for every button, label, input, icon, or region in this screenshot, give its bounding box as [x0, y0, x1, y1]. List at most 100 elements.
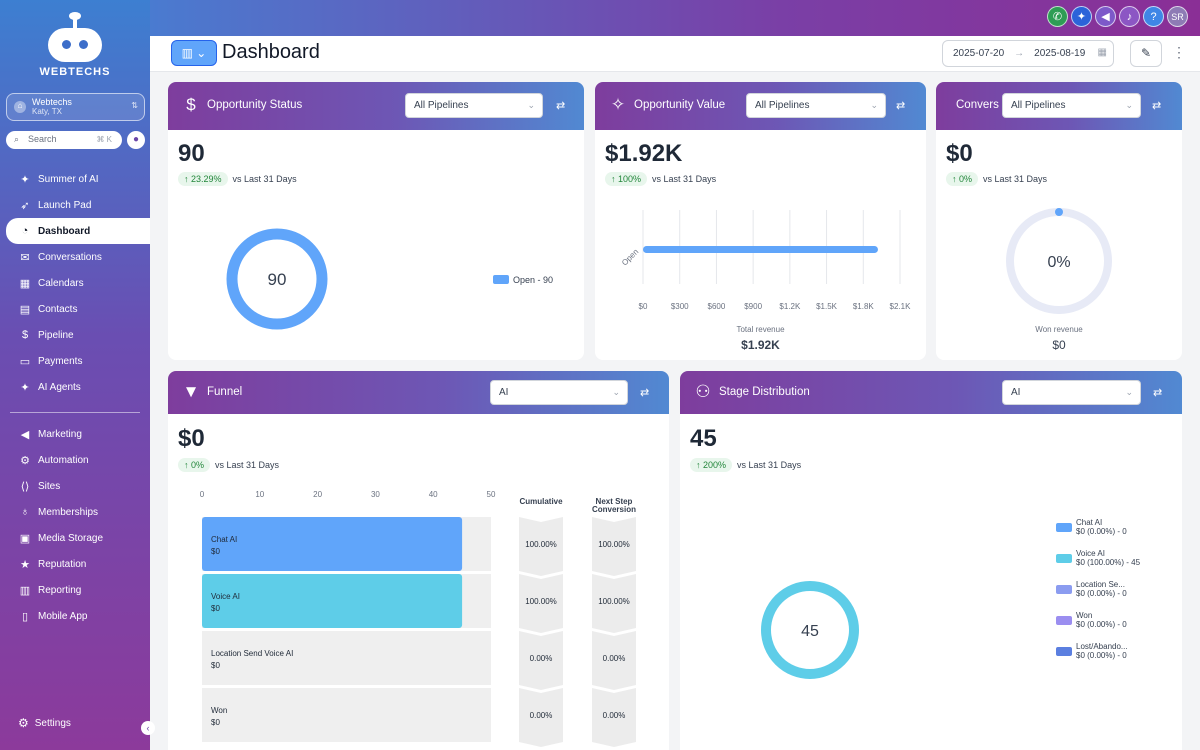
sparkle-icon: ✦	[20, 173, 30, 186]
filter-sliders-icon[interactable]: ⇄	[640, 387, 650, 399]
legend-item: Location Se... $0 (0.00%) - 0	[1056, 580, 1140, 611]
sidebar-item-label: Media Storage	[38, 532, 104, 544]
layout-switch-button[interactable]: ▥ ⌄	[171, 40, 217, 66]
sidebar-item-pipeline[interactable]: $ Pipeline	[6, 322, 150, 348]
search-input[interactable]: ⌕ Search ⌘ K	[6, 131, 122, 149]
chevron-down-icon: ⌄	[1125, 387, 1133, 397]
funnel-select[interactable]: AI ⌄	[490, 380, 628, 405]
footer-label: Total revenue	[736, 325, 785, 334]
funnel-cumulative-value: 0.00%	[530, 654, 553, 663]
user-icon[interactable]: ●	[127, 131, 145, 149]
footer-value: $0	[1052, 338, 1066, 352]
page-header: ▥ ⌄ Dashboard 2025-07-20 → 2025-08-19 ▦ …	[150, 36, 1200, 72]
metric-trend: ↑ 100% vs Last 31 Days	[605, 172, 716, 186]
filter-sliders-icon[interactable]: ⇄	[556, 100, 566, 112]
trend-badge: ↑ 200%	[690, 458, 733, 472]
sidebar-item-payments[interactable]: ▭ Payments	[6, 348, 150, 374]
sidebar-item-reporting[interactable]: ▥ Reporting	[6, 577, 150, 603]
funnel-row-name: Won	[211, 706, 227, 715]
pencil-icon: ✎	[1140, 46, 1152, 60]
arrow-right-icon: →	[1014, 48, 1025, 59]
funnel-bar[interactable]	[202, 517, 463, 571]
legend-value: $0 (0.00%) - 0	[1076, 651, 1127, 660]
sidebar-item-ai-agents[interactable]: ✦ AI Agents	[6, 374, 150, 400]
x-tick-label: $1.8K	[853, 302, 875, 311]
sidebar-item-reputation[interactable]: ★ Reputation	[6, 551, 150, 577]
account-location: Katy, TX	[32, 107, 62, 116]
legend-swatch	[1056, 585, 1072, 594]
funnel-cumulative-value: 100.00%	[525, 540, 557, 549]
sidebar-item-label: Contacts	[38, 303, 78, 315]
stage-distribution-chart: 45	[761, 581, 859, 679]
sparkle-icon[interactable]: ✦	[1071, 6, 1092, 27]
x-tick-label: 30	[371, 490, 380, 499]
sidebar-item-label: Pipeline	[38, 329, 74, 341]
pipeline-select-value: All Pipelines	[755, 100, 810, 111]
legend-swatch	[1056, 647, 1072, 656]
logo[interactable]: WEBTECHS	[36, 12, 114, 84]
sidebar-item-label: Reporting	[38, 584, 82, 596]
trend-badge: ↑ 100%	[605, 172, 648, 186]
opportunity-value-chart: $0 $300 $600 $900 $1.2K $1.5K $1.8K $2.1K Open	[620, 210, 911, 311]
stage-select[interactable]: AI ⌄	[1002, 380, 1141, 405]
card-title: Convers	[956, 99, 999, 111]
sidebar-item-summer-of-ai[interactable]: ✦ Summer of AI	[6, 166, 150, 192]
filter-sliders-icon[interactable]: ⇄	[896, 100, 906, 112]
sidebar-item-automation[interactable]: ⚙ Automation	[6, 447, 150, 473]
chat-icon: ✉	[20, 251, 30, 264]
megaphone-icon[interactable]: ◀	[1095, 6, 1116, 27]
pipeline-select[interactable]: All Pipelines ⌄	[1002, 93, 1141, 118]
sidebar-item-settings[interactable]: ⚙ Settings	[18, 716, 71, 730]
calendar-icon: ▦	[1097, 47, 1107, 58]
trend-pct: 0%	[191, 460, 205, 470]
sidebar-item-dashboard[interactable]: ◔ Dashboard	[6, 218, 150, 244]
swap-icon: ⇅	[131, 101, 138, 110]
trend-text: vs Last 31 Days	[215, 460, 280, 470]
legend-name: Chat AI	[1076, 518, 1103, 527]
x-tick-label: 40	[429, 490, 438, 499]
filter-sliders-icon[interactable]: ⇄	[1153, 387, 1163, 399]
donut-center-value: 0%	[1047, 254, 1070, 271]
phone-icon[interactable]: ✆	[1047, 6, 1068, 27]
robot-logo-icon	[48, 12, 102, 62]
collapse-sidebar-button[interactable]: ‹	[141, 721, 155, 735]
more-options-icon[interactable]: ⋮	[1172, 44, 1186, 60]
pipeline-select[interactable]: All Pipelines ⌄	[746, 93, 886, 118]
sidebar-item-contacts[interactable]: ▤ Contacts	[6, 296, 150, 322]
search-shortcut: ⌘ K	[96, 135, 112, 144]
sidebar-item-calendars[interactable]: ▦ Calendars	[6, 270, 150, 296]
opportunity-status-chart: 90 Open - 90	[226, 228, 553, 330]
funnel-card: ▼ Funnel AI ⌄ ⇄ $0 ↑ 0% vs Last 31 Days …	[168, 371, 669, 750]
trend-text: vs Last 31 Days	[652, 174, 717, 184]
funnel-next-step-value: 0.00%	[603, 711, 626, 720]
bar-open[interactable]	[643, 246, 878, 253]
gauge-icon: ◔	[21, 225, 29, 237]
legend-swatch	[1056, 523, 1072, 532]
rocket-icon: ➶	[20, 199, 30, 212]
sidebar-item-sites[interactable]: ⟨⟩ Sites	[6, 473, 150, 499]
help-icon[interactable]: ?	[1143, 6, 1164, 27]
metric-trend: ↑ 23.29% vs Last 31 Days	[178, 172, 297, 186]
funnel-chevron	[592, 688, 636, 747]
sidebar-item-mobile-app[interactable]: ▯ Mobile App	[6, 603, 150, 629]
edit-button[interactable]: ✎	[1130, 40, 1162, 67]
funnel-chevron	[519, 574, 563, 633]
sidebar-item-memberships[interactable]: ♁ Memberships	[6, 499, 150, 525]
sidebar-item-launch-pad[interactable]: ➶ Launch Pad	[6, 192, 150, 218]
date-range-picker[interactable]: 2025-07-20 → 2025-08-19 ▦	[942, 40, 1114, 67]
dollar-circle-icon: $	[186, 95, 196, 114]
avatar[interactable]: SR	[1167, 6, 1188, 27]
metric-value: 90	[178, 140, 205, 167]
pipeline-select[interactable]: All Pipelines ⌄	[405, 93, 543, 118]
account-switcher[interactable]: ⌂ Webtechs Katy, TX ⇅	[6, 93, 145, 121]
funnel-chevron	[519, 688, 563, 747]
bell-icon[interactable]: ♪	[1119, 6, 1140, 27]
sidebar-item-conversations[interactable]: ✉ Conversations	[6, 244, 150, 270]
x-tick-label: $1.2K	[779, 302, 801, 311]
funnel-bar[interactable]	[202, 574, 463, 628]
sidebar-item-marketing[interactable]: ◀ Marketing	[6, 421, 150, 447]
filter-sliders-icon[interactable]: ⇄	[1152, 100, 1162, 112]
funnel-track	[202, 688, 491, 742]
conversion-chart: 0%	[1006, 208, 1112, 314]
sidebar-item-media-storage[interactable]: ▣ Media Storage	[6, 525, 150, 551]
